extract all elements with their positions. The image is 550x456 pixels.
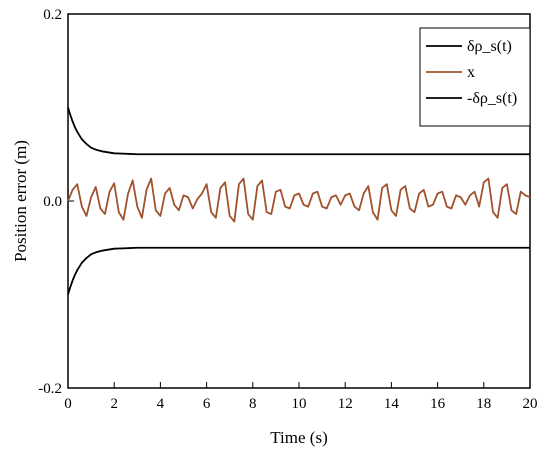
y-tick-label: 0.2 bbox=[43, 7, 62, 23]
series-line-1 bbox=[67, 177, 531, 223]
x-tick-label: 16 bbox=[430, 396, 446, 412]
x-tick-label: 8 bbox=[249, 396, 257, 412]
y-axis-title: Position error (m) bbox=[11, 140, 30, 262]
legend: δρ_s(t)x -δρ_s(t) bbox=[419, 27, 531, 127]
legend-label-2: -δρ_s(t) bbox=[467, 90, 517, 107]
y-axis-ticks: -0.2 0.0 0.2 bbox=[38, 7, 74, 397]
legend-label-0: δρ_s(t) bbox=[467, 38, 512, 55]
series-line-2 bbox=[67, 246, 530, 295]
x-tick-label: 0 bbox=[64, 396, 72, 412]
series-layer bbox=[67, 107, 531, 295]
x-tick-label: 14 bbox=[384, 396, 400, 412]
x-tick-label: 12 bbox=[338, 396, 353, 412]
x-tick-label: 10 bbox=[292, 396, 307, 412]
legend-box bbox=[419, 27, 531, 127]
series-line-0 bbox=[67, 107, 530, 156]
y-tick-label: -0.2 bbox=[38, 381, 62, 397]
legend-label-1: x bbox=[467, 64, 475, 81]
x-tick-label: 6 bbox=[203, 396, 211, 412]
y-tick-label: 0.0 bbox=[43, 194, 62, 210]
x-tick-label: 20 bbox=[523, 396, 538, 412]
x-tick-label: 18 bbox=[476, 396, 491, 412]
x-tick-label: 4 bbox=[157, 396, 165, 412]
x-tick-label: 2 bbox=[110, 396, 118, 412]
x-axis-title: Time (s) bbox=[270, 428, 327, 447]
x-axis-ticks: 0 2 4 6 8 10 12 14 16 18 20 bbox=[64, 382, 538, 412]
